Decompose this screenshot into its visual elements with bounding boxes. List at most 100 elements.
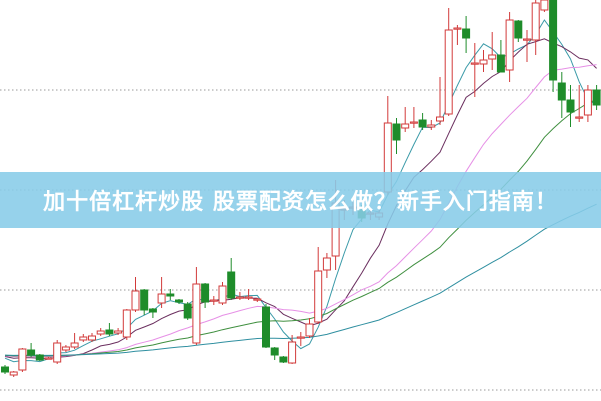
candle [88, 333, 96, 342]
candle-body [35, 354, 44, 361]
candle-body [218, 285, 227, 304]
candle-body [427, 124, 436, 128]
candle-body [496, 54, 505, 73]
candle-body [409, 121, 418, 124]
candle [166, 289, 175, 300]
candle [192, 267, 201, 345]
candle-body [444, 29, 453, 115]
candle [566, 85, 575, 127]
candle [27, 343, 36, 357]
candle-body [140, 289, 149, 311]
candle-body [1, 366, 9, 373]
candle-body [314, 270, 323, 323]
candle-body [453, 27, 462, 30]
candle [209, 296, 218, 305]
candle-body [244, 296, 253, 299]
candle-body [436, 116, 444, 122]
candle [505, 12, 514, 82]
candle-body [557, 82, 566, 101]
candle-body [566, 99, 575, 113]
candle [436, 77, 444, 125]
candle [488, 32, 497, 70]
candle-body [227, 271, 236, 299]
candle [479, 50, 488, 72]
candle [470, 43, 479, 97]
candle-body [401, 123, 410, 129]
candle-body [131, 290, 140, 311]
candle-body [148, 308, 157, 313]
candle [453, 25, 462, 45]
candle [105, 323, 114, 336]
candle-body [253, 298, 262, 301]
candle-body [418, 119, 427, 128]
candle-body [96, 330, 105, 335]
candle [53, 340, 62, 364]
candle [392, 118, 401, 154]
candle-body [157, 293, 166, 304]
candle [514, 20, 523, 42]
candle-body [479, 59, 488, 65]
candle [183, 302, 192, 320]
candle-body [288, 341, 297, 364]
candle-body [505, 19, 514, 71]
candle-body [279, 356, 288, 363]
candle [409, 107, 418, 128]
candle [262, 304, 270, 348]
candle-body [44, 357, 53, 360]
candle-body [183, 303, 192, 319]
ma20-line [4, 64, 597, 358]
candle-body [296, 336, 305, 339]
candle-body [575, 116, 584, 119]
candle [444, 8, 453, 116]
candle [557, 72, 566, 118]
candle-body [122, 309, 131, 338]
candle-body [270, 347, 279, 356]
candle [322, 253, 331, 278]
candle [35, 354, 44, 361]
candle-body [462, 28, 471, 39]
candle [592, 85, 601, 110]
candle-body [18, 348, 27, 371]
candle [253, 298, 262, 302]
candle [540, 0, 549, 12]
candle-body [514, 20, 523, 39]
candle-body [305, 323, 314, 337]
candle [70, 333, 79, 349]
candle [1, 365, 9, 374]
candle [305, 318, 314, 338]
candle [296, 332, 305, 346]
candle-body [322, 257, 331, 271]
candle [131, 277, 140, 312]
candle [523, 30, 531, 62]
candle [227, 258, 236, 300]
candle [18, 348, 27, 372]
candle-body [531, 2, 540, 41]
candle-body [175, 299, 183, 303]
candle [549, 0, 558, 92]
candle [157, 277, 166, 308]
candle-body [192, 283, 201, 344]
candle [531, 0, 540, 55]
candle [270, 347, 279, 360]
candle [9, 371, 18, 377]
candle-body [209, 299, 218, 302]
candle-body [166, 293, 175, 297]
candle-body [105, 329, 114, 335]
candle [288, 335, 297, 364]
candle [96, 328, 105, 336]
candle [496, 40, 505, 73]
candle [462, 16, 471, 53]
candle-body [88, 335, 96, 341]
candle [140, 289, 149, 315]
candle-body [540, 0, 549, 11]
candle [218, 282, 227, 305]
candle [427, 120, 436, 130]
candle [114, 328, 123, 335]
candle-body [549, 0, 558, 81]
title-banner: 加十倍杠杆炒股 股票配资怎么做？新手入门指南！ [0, 172, 601, 228]
candle [235, 292, 244, 300]
candle-body [488, 54, 497, 60]
candle [148, 308, 157, 318]
candle-body [592, 89, 601, 106]
candle [314, 247, 323, 324]
